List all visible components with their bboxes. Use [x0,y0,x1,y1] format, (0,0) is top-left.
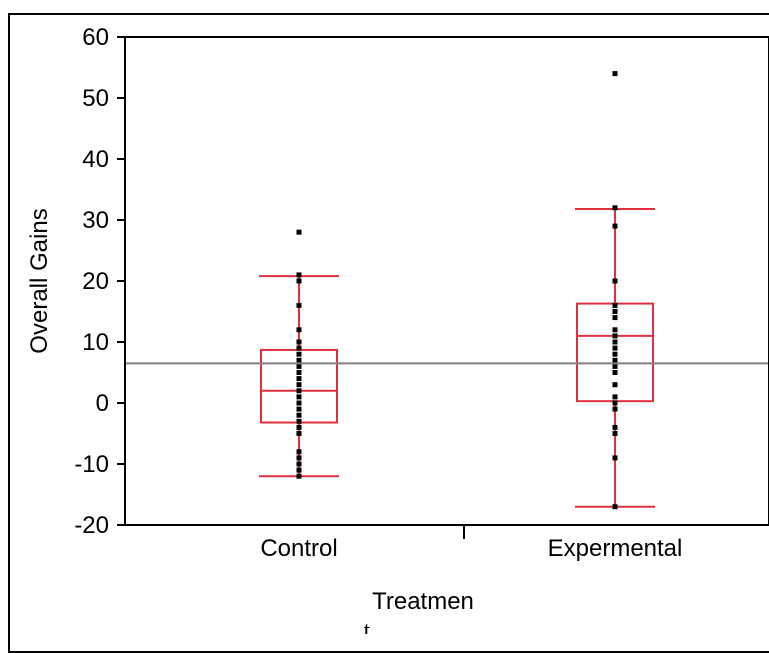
data-point [612,302,618,308]
data-point [612,394,618,400]
x-axis-ticks: Control Expermental [260,525,682,562]
data-point [612,363,618,369]
box-plot-chart: -20 -10 0 10 20 30 40 50 60 Control Expermental O… [26,24,769,634]
data-point [296,400,302,406]
data-point [296,357,302,363]
data-point [612,370,618,375]
y-tick-label: 50 [82,85,109,112]
data-point [612,455,618,461]
data-point [296,467,302,473]
data-point [296,272,302,278]
x-tick-label: Expermental [548,535,683,562]
data-point [296,370,302,375]
y-tick-label: 60 [82,24,109,51]
data-point [296,406,302,412]
data-point [612,345,618,351]
data-point [296,376,302,382]
x-tick-label: Control [260,535,337,562]
data-point [296,351,302,357]
x-axis-title-overflow: t [364,618,371,634]
data-point [296,394,302,400]
data-point [612,327,618,333]
y-tick-label: -20 [74,512,109,539]
data-point [296,461,302,467]
data-point [296,339,302,345]
data-point [612,223,618,229]
data-point [612,71,618,77]
data-point [296,449,302,455]
y-tick-label: 40 [82,146,109,173]
y-axis-title: Overall Gains [26,208,53,353]
data-point [296,418,302,424]
y-tick-label: 20 [82,268,109,295]
plot-area [124,36,769,526]
y-tick-label: -10 [74,451,109,478]
data-point [612,400,618,406]
data-point [296,424,302,430]
data-point [612,205,618,211]
y-tick-label: 30 [82,207,109,234]
data-point [612,424,618,430]
data-point [612,309,618,314]
data-point [296,302,302,308]
data-point [296,363,302,369]
data-point [612,504,618,510]
data-point [296,412,302,418]
data-point [296,278,302,284]
data-point [612,431,618,436]
chart-frame [8,13,769,653]
y-tick-label: 10 [82,329,109,356]
data-point [296,388,302,394]
data-point [612,382,618,388]
data-points [296,71,618,510]
data-point [612,278,618,284]
data-point [612,339,618,345]
data-point [296,431,302,436]
data-point [612,351,618,357]
data-point [296,473,302,479]
box-plot-series [259,208,655,508]
data-point [612,406,618,412]
y-tick-label: 0 [96,390,109,417]
data-point [296,327,302,333]
data-point [612,333,618,339]
data-point [612,315,618,321]
data-point [296,455,302,461]
data-point [612,357,618,363]
data-point [296,382,302,388]
data-point [296,345,302,351]
x-axis-title: Treatmen [372,588,474,615]
y-axis-ticks: -20 -10 0 10 20 30 40 50 60 [74,24,125,539]
data-point [296,229,302,235]
